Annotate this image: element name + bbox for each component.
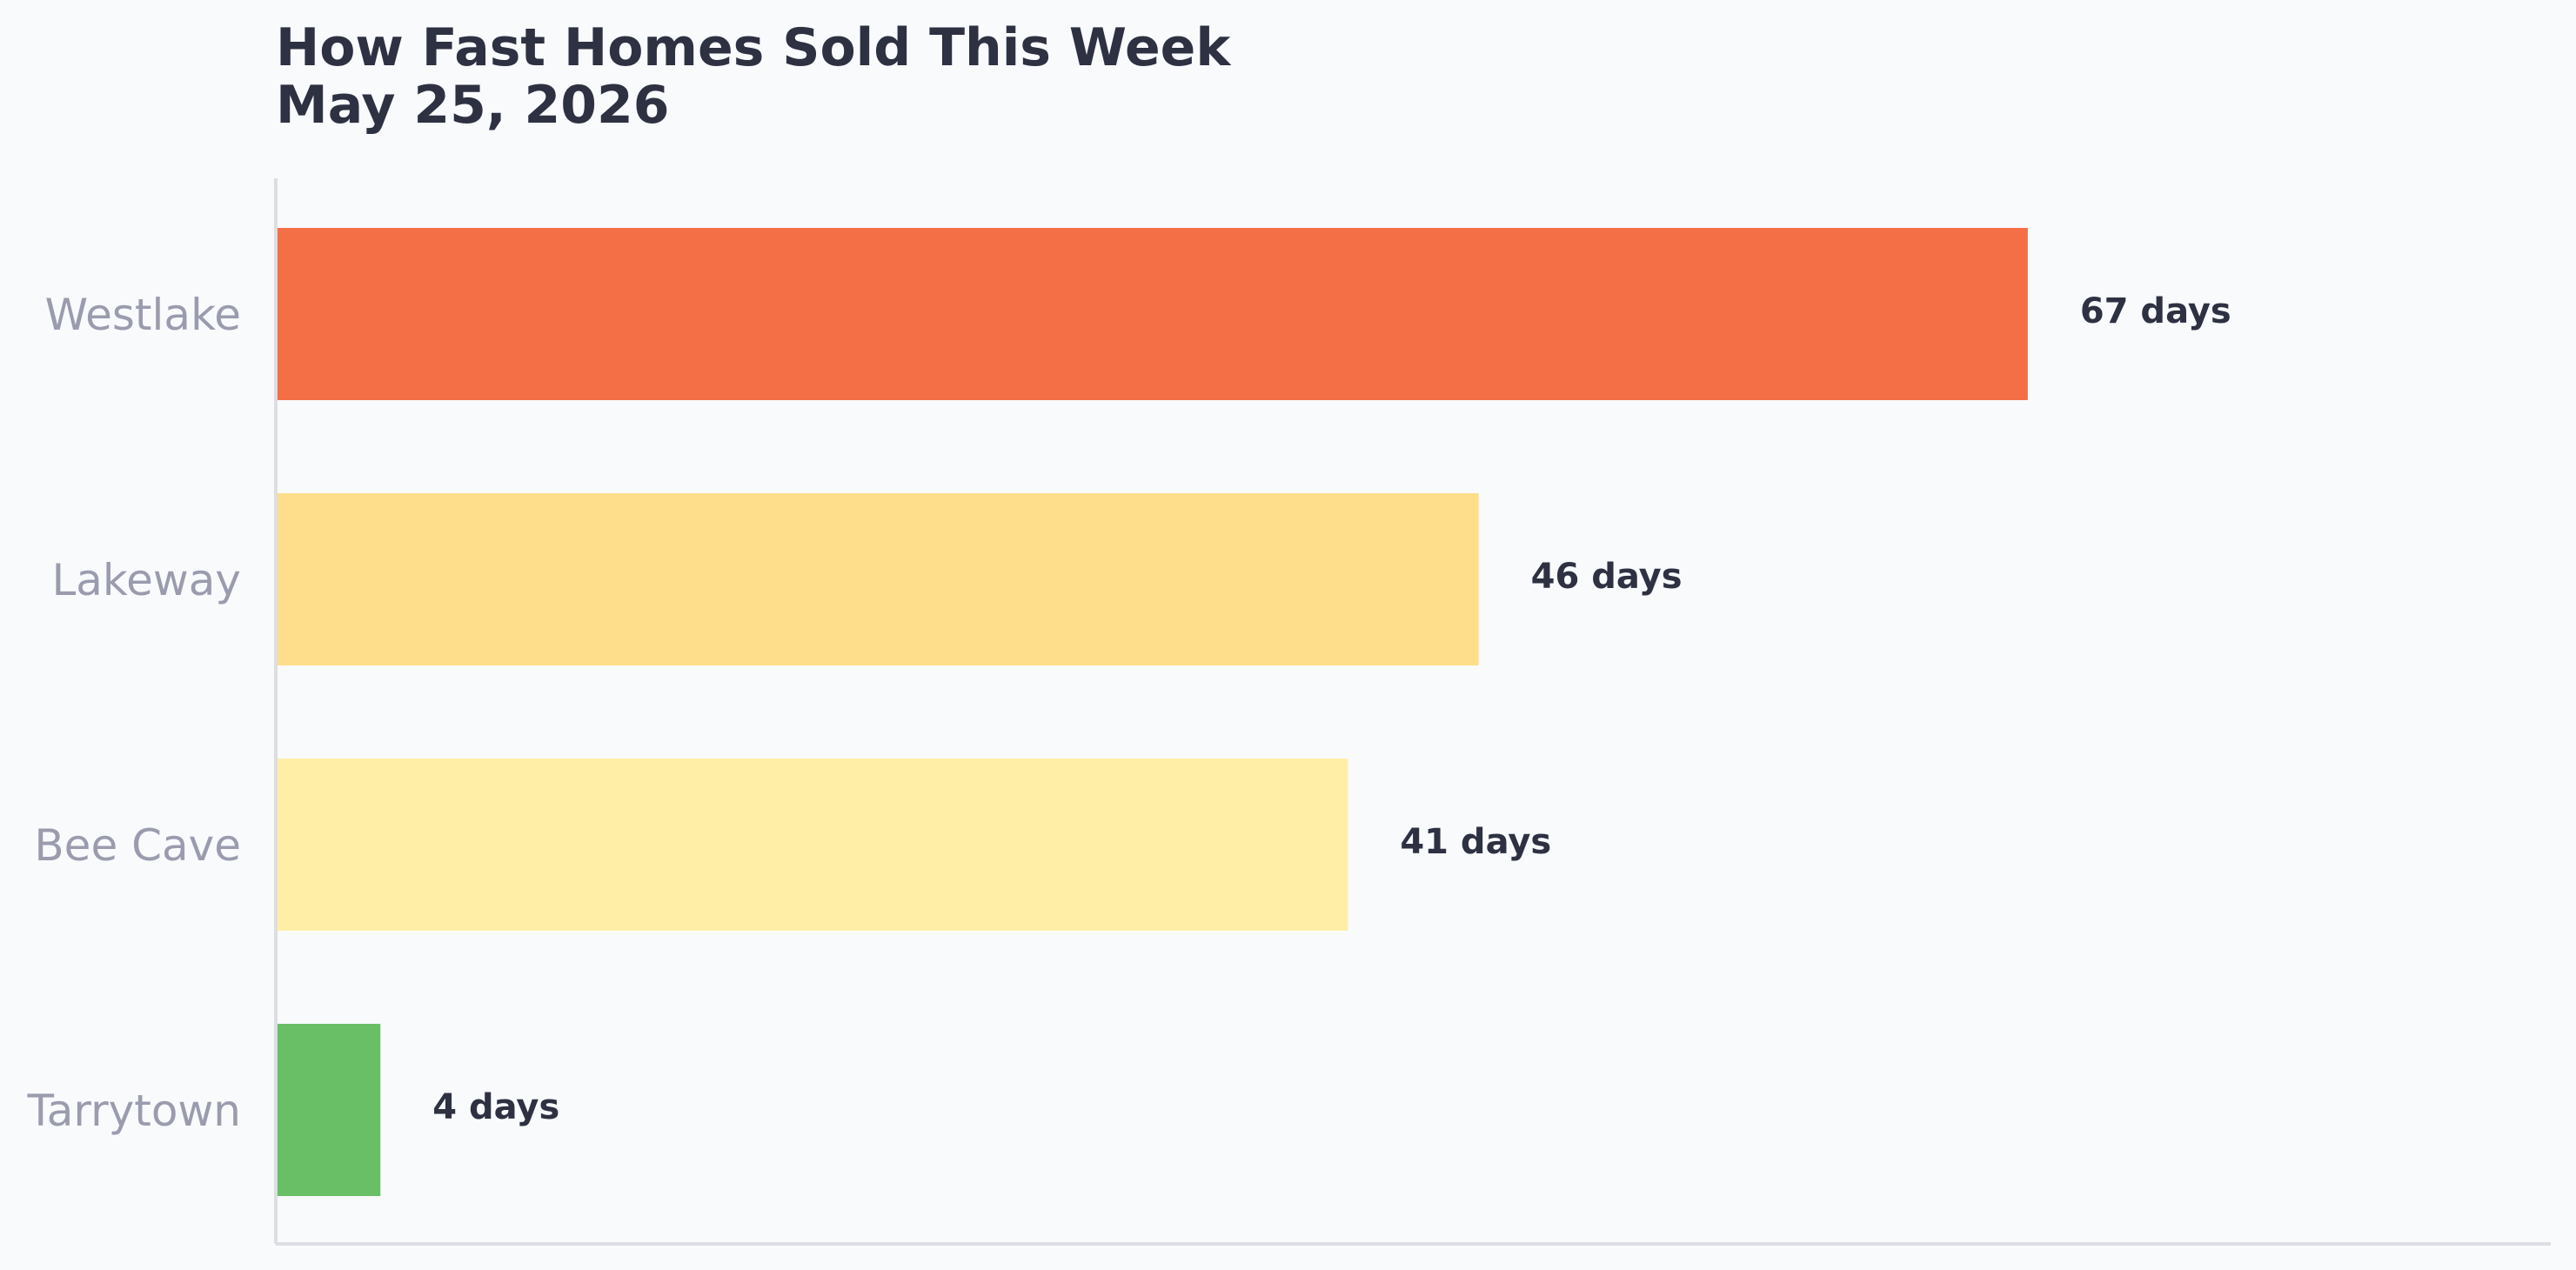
category-label: Westlake — [45, 290, 241, 340]
category-label: Bee Cave — [34, 820, 241, 871]
bar-bee-cave — [276, 759, 1348, 931]
category-label: Tarrytown — [26, 1086, 241, 1136]
chart-title-line-1: How Fast Homes Sold This Week — [276, 17, 1232, 78]
value-label: 67 days — [2080, 291, 2231, 331]
value-label: 46 days — [1531, 557, 1683, 597]
bar-westlake — [276, 228, 2028, 400]
chart-title-date: May 25, 2026 — [276, 75, 670, 136]
value-label: 41 days — [1400, 822, 1551, 862]
value-label: 4 days — [432, 1087, 559, 1127]
category-label: Lakeway — [51, 555, 241, 605]
bars-group: Westlake 67 days Lakeway 46 days Bee Cave 41 … — [26, 228, 2231, 1196]
bar-tarrytown — [276, 1024, 381, 1196]
bar-lakeway — [276, 493, 1479, 665]
